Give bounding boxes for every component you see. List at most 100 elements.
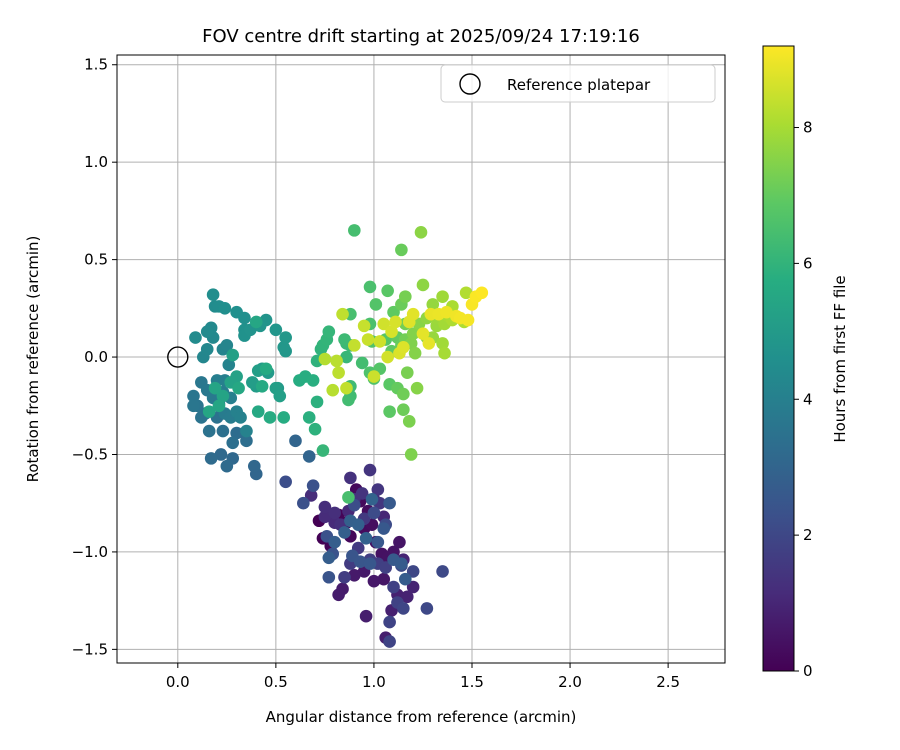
colorbar-label: Hours from first FF file — [831, 275, 849, 442]
data-point — [404, 448, 418, 461]
data-point — [338, 526, 351, 539]
data-point — [200, 342, 214, 356]
data-point — [436, 290, 449, 303]
data-point — [459, 286, 473, 300]
y-tick-label: 0.0 — [84, 348, 108, 366]
x-tick-label: 1.0 — [362, 673, 386, 691]
data-point — [373, 335, 387, 348]
data-point — [367, 506, 381, 520]
data-point — [406, 327, 420, 340]
data-point — [322, 570, 336, 584]
data-point — [187, 389, 200, 403]
data-point — [348, 569, 361, 582]
data-point — [377, 317, 391, 331]
data-point — [302, 411, 316, 424]
data-point — [342, 491, 355, 504]
data-point — [357, 319, 371, 333]
data-point — [344, 471, 357, 485]
data-point — [361, 333, 375, 346]
data-point — [363, 557, 377, 570]
data-point — [318, 500, 332, 514]
data-point — [251, 405, 265, 418]
colorbar-tick-label: 4 — [803, 390, 813, 408]
data-point — [399, 572, 412, 586]
data-point — [426, 298, 440, 311]
data-point — [387, 580, 400, 594]
data-point — [189, 331, 202, 344]
data-point — [289, 434, 302, 448]
data-point — [397, 341, 410, 354]
colorbar-tick-label: 0 — [803, 662, 813, 680]
data-point — [377, 572, 391, 586]
data-point — [363, 463, 377, 477]
colorbar-ticks: 0 2 4 6 8 — [794, 119, 813, 680]
data-points — [187, 224, 489, 648]
y-tick-label: −1.0 — [72, 543, 108, 561]
plot-frame — [116, 54, 726, 664]
data-point — [263, 411, 277, 424]
data-point — [232, 381, 245, 395]
y-tick-label: −0.5 — [72, 445, 108, 463]
colorbar: 0 2 4 6 8 Hours from first FF file — [762, 45, 849, 680]
data-point — [234, 411, 247, 424]
data-point — [408, 346, 422, 360]
data-point — [353, 555, 367, 568]
data-point — [277, 411, 291, 424]
data-point — [400, 366, 414, 379]
data-point — [440, 305, 453, 319]
legend-box — [440, 64, 716, 103]
data-point — [402, 415, 416, 428]
data-point — [269, 323, 283, 337]
data-point — [332, 588, 345, 602]
legend-label: Reference platepar — [507, 76, 651, 94]
data-point — [395, 557, 408, 570]
data-point — [304, 489, 318, 502]
data-point — [187, 399, 200, 413]
data-point — [436, 565, 449, 578]
data-point — [328, 535, 342, 549]
data-point — [359, 531, 373, 545]
x-axis-label: Angular distance from reference (arcmin) — [266, 708, 577, 726]
y-tick-label: 1.5 — [84, 56, 108, 74]
data-point — [395, 243, 408, 257]
data-point — [336, 307, 349, 321]
x-tick-label: 0.0 — [166, 673, 190, 691]
data-point — [397, 602, 410, 615]
data-point — [355, 487, 369, 500]
data-point — [306, 374, 320, 387]
data-point — [279, 475, 292, 489]
data-point — [406, 307, 420, 321]
data-point — [202, 424, 216, 438]
data-point — [355, 356, 369, 370]
x-tick-label: 2.0 — [558, 673, 582, 691]
data-point — [208, 381, 222, 395]
data-point — [351, 518, 365, 531]
data-point — [308, 422, 322, 436]
data-point — [318, 352, 332, 366]
data-point — [240, 424, 253, 438]
data-point — [367, 370, 381, 383]
data-point — [367, 574, 381, 588]
data-point — [422, 337, 436, 350]
data-point — [461, 313, 475, 327]
x-tick-label: 2.5 — [656, 673, 680, 691]
legend-marker-icon — [459, 73, 481, 95]
data-point — [379, 561, 392, 574]
chart-title: FOV centre drift starting at 2025/09/24 … — [202, 26, 640, 47]
data-point — [238, 311, 251, 325]
colorbar-gradient — [763, 46, 794, 671]
data-point — [342, 393, 355, 407]
data-point — [310, 395, 324, 409]
data-point — [414, 226, 428, 239]
data-point — [436, 337, 449, 350]
data-point — [247, 459, 261, 473]
data-point — [297, 496, 310, 510]
data-point — [206, 288, 220, 301]
data-point — [383, 615, 396, 629]
data-point — [406, 565, 420, 578]
data-point — [397, 403, 410, 416]
data-point — [387, 305, 400, 319]
data-point — [381, 350, 394, 364]
data-point — [316, 444, 330, 457]
